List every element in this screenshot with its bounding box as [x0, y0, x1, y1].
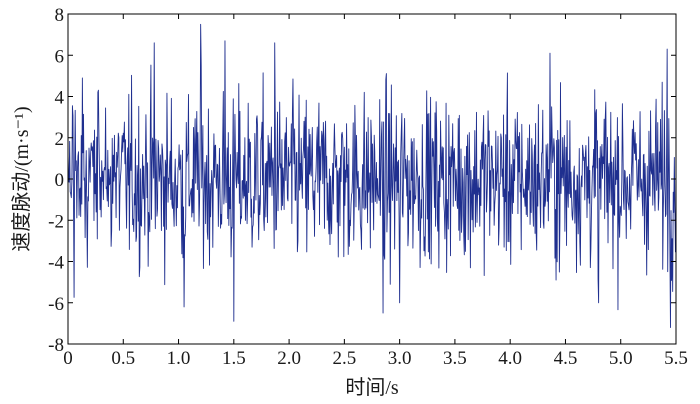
x-tick-label: 3.0	[388, 348, 412, 369]
x-axis-label: 时间/s	[345, 376, 399, 399]
series-layer	[67, 23, 677, 328]
x-tick-label: 1.0	[167, 348, 191, 369]
y-tick-label: -4	[48, 253, 64, 274]
y-tick-label: 2	[55, 129, 65, 150]
x-tick-label: 4.5	[554, 348, 578, 369]
y-axis: -8 -6 -4 -2 0 2 4 6 8	[48, 5, 676, 356]
y-tick-label: 4	[55, 88, 65, 109]
y-tick-label: 0	[55, 170, 65, 191]
y-tick-label: -2	[48, 211, 64, 232]
x-tick-label: 2.5	[332, 348, 356, 369]
y-tick-label: -8	[48, 335, 64, 356]
x-tick-label: 1.5	[222, 348, 246, 369]
x-tick-label: 2.0	[277, 348, 301, 369]
x-tick-label: 5.5	[664, 348, 688, 369]
x-tick-label: 4.0	[498, 348, 522, 369]
y-axis-label: 速度脉动/(m·s⁻¹)	[10, 106, 33, 251]
x-tick-label: 3.5	[443, 348, 467, 369]
y-tick-label: -6	[48, 294, 64, 315]
x-tick-label: 0.5	[111, 348, 135, 369]
x-tick-label: 5.0	[609, 348, 633, 369]
velocity-signal-line	[67, 23, 677, 328]
x-tick-label: 0	[63, 348, 73, 369]
x-axis: 0 0.5 1.0 1.5 2.0 2.5 3.0 3.5 4.0 4.5 5.0 5.5	[63, 14, 688, 369]
y-tick-label: 8	[55, 5, 65, 26]
y-tick-label: 6	[55, 46, 65, 67]
